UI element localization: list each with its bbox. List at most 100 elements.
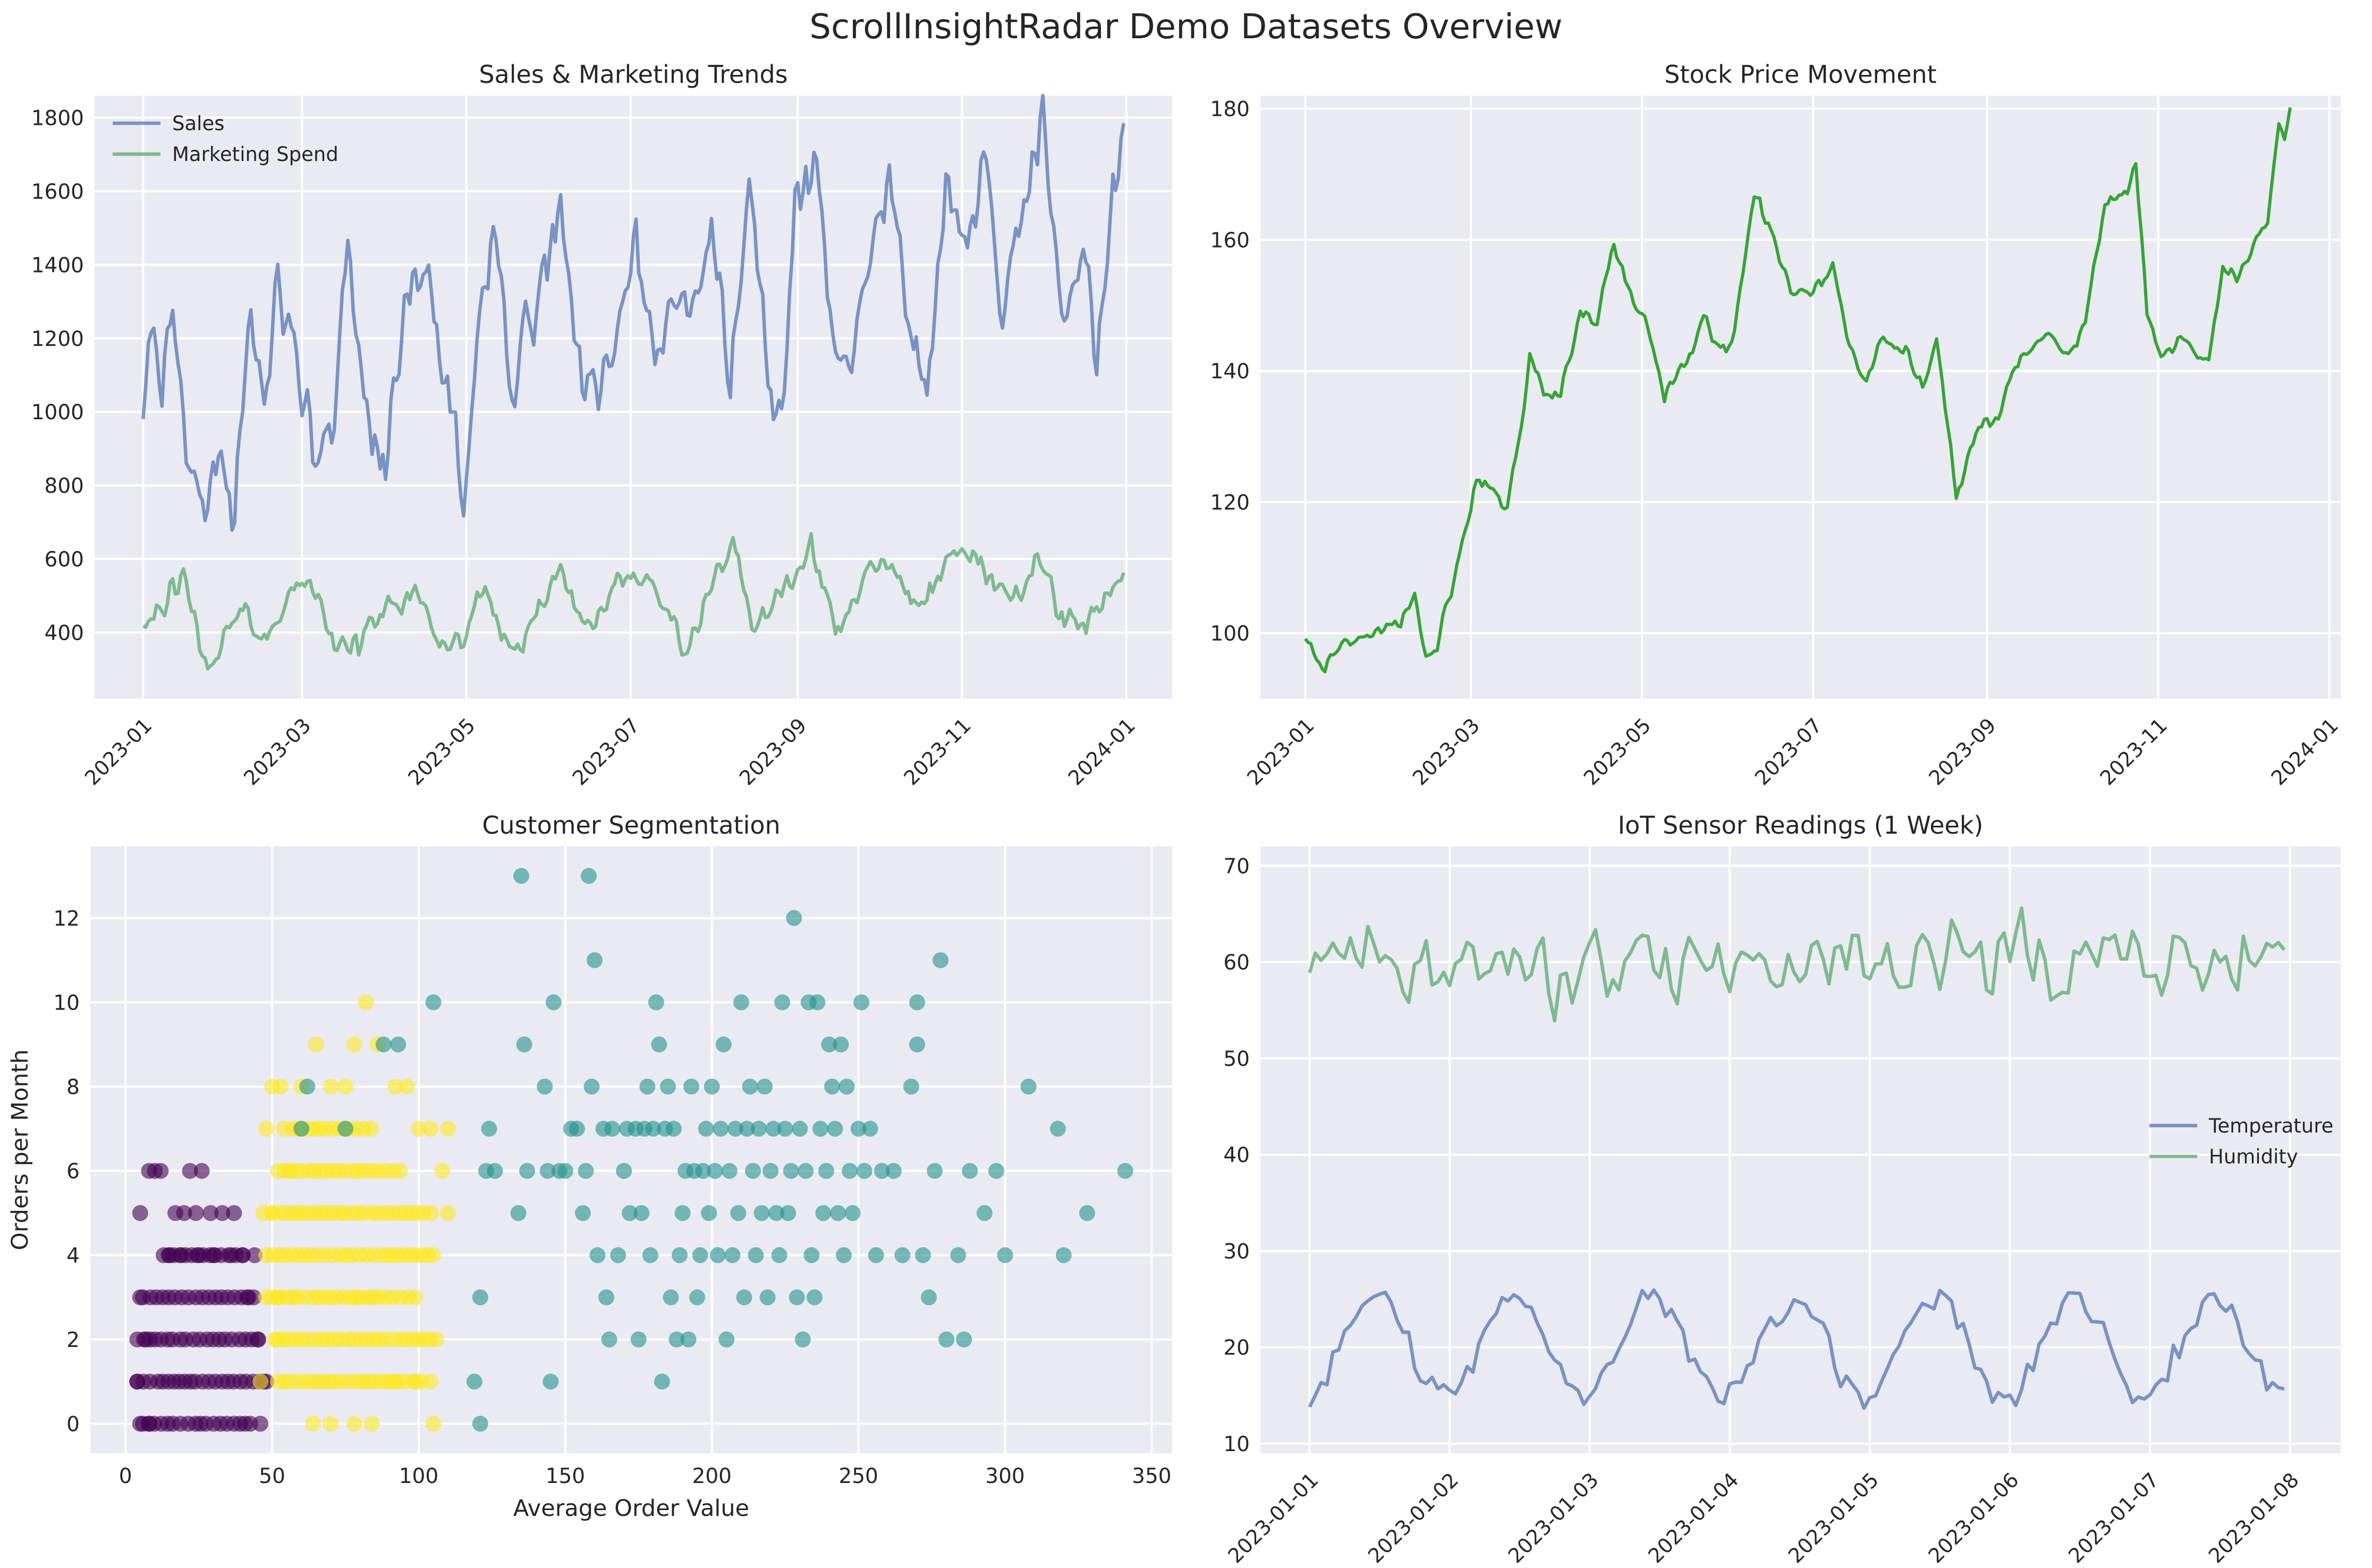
segmentation-point xyxy=(630,1331,647,1347)
sales-legend-label: Sales xyxy=(172,112,224,135)
segmentation-point xyxy=(323,1416,339,1432)
segmentation-point xyxy=(604,1121,621,1137)
segmentation-y-tick-label: 2 xyxy=(66,1328,80,1352)
segmentation-point xyxy=(557,1163,573,1179)
segmentation-point xyxy=(663,1289,679,1306)
iot-y-tick-label: 10 xyxy=(1223,1433,1250,1456)
iot-title: IoT Sensor Readings (1 Week) xyxy=(1618,811,1984,840)
iot-x-tick-label: 2023-01-08 xyxy=(2204,1468,2303,1567)
segmentation-x-tick-label: 200 xyxy=(692,1464,732,1488)
segmentation-x-tick-label: 300 xyxy=(985,1464,1024,1488)
segmentation-point xyxy=(674,1205,691,1221)
segmentation-point xyxy=(988,1163,1004,1179)
segmentation-point xyxy=(885,1163,902,1179)
iot-series-line-humidity xyxy=(1308,906,2286,1023)
segmentation-point xyxy=(915,1247,931,1264)
segmentation-point xyxy=(305,1416,321,1432)
segmentation-point xyxy=(683,1079,700,1095)
segmentation-point xyxy=(583,1079,600,1095)
segmentation-point xyxy=(894,1247,911,1264)
segmentation-point xyxy=(842,1163,858,1179)
segmentation-point xyxy=(701,1205,717,1221)
segmentation-point xyxy=(633,1205,650,1221)
stock-y-tick-label: 120 xyxy=(1210,491,1250,515)
segmentation-point xyxy=(642,1247,658,1264)
iot-y-tick-label: 60 xyxy=(1223,951,1250,975)
segmentation-point xyxy=(616,1163,632,1179)
stock-plot-area xyxy=(1260,96,2341,699)
sales-x-tick-label: 2023-03 xyxy=(239,714,315,790)
segmentation-x-tick-label: 150 xyxy=(546,1464,585,1488)
stock-x-tick-label: 2023-03 xyxy=(1408,714,1484,790)
stock-x-tick-label: 2023-11 xyxy=(2096,714,2172,790)
segmentation-point xyxy=(519,1163,536,1179)
sales-series-line-marketing-spend xyxy=(142,532,1125,671)
segmentation-point xyxy=(721,1163,738,1179)
segmentation-point xyxy=(718,1331,735,1347)
segmentation-point xyxy=(739,1121,755,1137)
segmentation-point xyxy=(252,1374,268,1390)
sales-x-tick-label: 2023-09 xyxy=(735,714,811,790)
stock-title: Stock Price Movement xyxy=(1664,60,1936,89)
segmentation-point xyxy=(358,994,374,1011)
segmentation-point xyxy=(425,1247,442,1264)
panel-sales: Sales & Marketing Trends 400 600 800 1000 120… xyxy=(31,60,1172,790)
segmentation-point xyxy=(763,1163,779,1179)
segmentation-point xyxy=(543,1374,559,1390)
segmentation-point xyxy=(337,1079,353,1095)
segmentation-point xyxy=(481,1121,497,1137)
stock-y-tick-label: 160 xyxy=(1210,228,1250,252)
segmentation-point xyxy=(853,994,870,1011)
segmentation-point xyxy=(668,1331,685,1347)
segmentation-point xyxy=(713,1121,729,1137)
segmentation-point xyxy=(639,1079,656,1095)
segmentation-point xyxy=(818,1163,834,1179)
segmentation-point xyxy=(513,868,530,884)
segmentation-point xyxy=(1055,1247,1072,1264)
segmentation-point xyxy=(933,952,949,969)
sales-title: Sales & Marketing Trends xyxy=(479,60,787,89)
segmentation-point xyxy=(466,1374,482,1390)
segmentation-point xyxy=(440,1121,456,1137)
iot-y-tick-label: 70 xyxy=(1223,854,1250,878)
segmentation-point xyxy=(188,1205,204,1221)
segmentation-y-tick-label: 12 xyxy=(53,907,80,931)
segmentation-point xyxy=(487,1163,503,1179)
segmentation-point xyxy=(545,994,562,1011)
segmentation-point xyxy=(833,1036,849,1053)
stock-y-tick-label: 140 xyxy=(1210,360,1250,384)
segmentation-point xyxy=(654,1374,670,1390)
segmentation-x-tick-label: 100 xyxy=(399,1464,438,1488)
sales-y-tick-label: 1600 xyxy=(31,180,84,204)
segmentation-point xyxy=(730,1205,747,1221)
segmentation-point xyxy=(780,1205,797,1221)
segmentation-point xyxy=(765,1121,782,1137)
sales-y-tick-label: 1000 xyxy=(31,401,84,425)
segmentation-point xyxy=(727,1121,743,1137)
segmentation-point xyxy=(1079,1205,1095,1221)
segmentation-x-tick-label: 50 xyxy=(259,1464,285,1488)
segmentation-point xyxy=(803,1247,820,1264)
segmentation-point xyxy=(247,1247,262,1264)
segmentation-point xyxy=(242,1416,258,1432)
segmentation-point xyxy=(976,1205,993,1221)
segmentation-point xyxy=(578,1163,594,1179)
segmentation-point xyxy=(792,1121,808,1137)
segmentation-point xyxy=(413,1374,429,1390)
segmentation-point xyxy=(950,1247,967,1264)
segmentation-point xyxy=(363,1416,380,1432)
segmentation-xlabel: Average Order Value xyxy=(513,1495,749,1522)
segmentation-point xyxy=(707,1163,723,1179)
segmentation-point xyxy=(587,952,603,969)
iot-y-tick-label: 50 xyxy=(1223,1047,1250,1071)
iot-y-tick-label: 20 xyxy=(1223,1336,1250,1360)
segmentation-point xyxy=(774,994,791,1011)
iot-x-tick-label: 2023-01-01 xyxy=(1223,1468,1323,1567)
segmentation-point xyxy=(622,1205,638,1221)
segmentation-point xyxy=(581,868,597,884)
segmentation-point xyxy=(589,1247,606,1264)
segmentation-y-tick-label: 6 xyxy=(66,1160,80,1184)
segmentation-point xyxy=(753,1205,770,1221)
segmentation-y-tick-label: 8 xyxy=(66,1075,80,1099)
segmentation-point xyxy=(850,1121,867,1137)
